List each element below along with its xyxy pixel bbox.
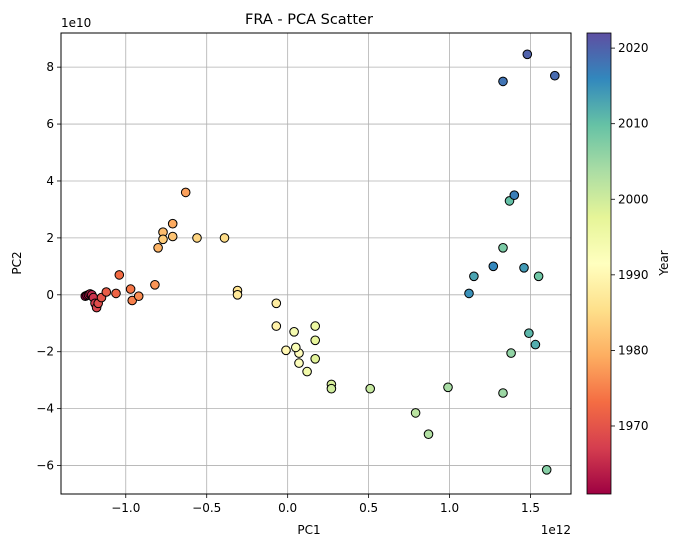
x-axis-exponent: 1e12 (541, 523, 571, 537)
scatter-point (150, 280, 160, 290)
scatter-point (192, 233, 202, 243)
colorbar-tick-label: 2010 (618, 117, 649, 131)
scatter-point (519, 263, 529, 273)
scatter-point (550, 70, 560, 81)
scatter-point (271, 321, 282, 331)
scatter-point (506, 348, 516, 358)
y-axis-ticks: −6 −4 −2 0 2 4 6 8 (36, 60, 61, 473)
scatter-point (522, 49, 533, 60)
scatter-point (281, 345, 291, 356)
colorbar-tick-label: 2000 (618, 192, 649, 206)
colorbar-label: Year (657, 250, 671, 276)
scatter-point (158, 234, 168, 245)
grid-lines (61, 33, 571, 494)
x-axis-label: PC1 (297, 523, 320, 537)
scatter-point (125, 284, 136, 294)
y-axis-label: PC2 (10, 251, 24, 274)
scatter-point (302, 366, 312, 377)
scatter-point (167, 218, 178, 229)
x-tick-label: 1.5 (521, 501, 540, 515)
scatter-point (469, 271, 479, 282)
plot-frame (60, 32, 572, 495)
scatter-point (291, 342, 301, 353)
scatter-point (294, 358, 304, 368)
x-tick-label: 0.5 (359, 501, 378, 515)
scatter-point (111, 288, 121, 299)
scatter-point (289, 327, 299, 337)
scatter-point (310, 335, 321, 346)
plot-area (61, 33, 571, 494)
scatter-point (464, 288, 474, 299)
scatter-point (133, 291, 144, 302)
scatter-point (423, 429, 434, 440)
y-tick-label: 4 (46, 174, 54, 188)
scatter-point (167, 231, 178, 242)
scatter-point (410, 408, 421, 418)
x-tick-label: 0.0 (278, 501, 297, 515)
y-tick-label: 8 (46, 60, 54, 74)
y-tick-label: 0 (46, 288, 54, 302)
scatter-point (509, 190, 520, 200)
y-tick-label: −2 (36, 345, 54, 359)
x-tick-label: −0.5 (192, 501, 221, 515)
scatter-point (127, 295, 137, 306)
scatter-point (232, 290, 243, 300)
colorbar (586, 32, 612, 495)
scatter-point (524, 328, 534, 339)
colorbar-tick-label: 1980 (618, 343, 649, 357)
scatter-point (533, 271, 544, 282)
chart-title: FRA - PCA Scatter (245, 12, 373, 28)
scatter-point (180, 187, 191, 198)
scatter-points (80, 49, 560, 475)
colorbar-tick-label: 2020 (618, 41, 649, 55)
y-tick-label: −6 (36, 459, 54, 473)
x-axis-ticks: −1.0 −0.5 0.0 0.5 1.0 1.5 (111, 494, 540, 515)
y-tick-label: −4 (36, 402, 54, 416)
x-tick-label: −1.0 (111, 501, 140, 515)
scatter-point (153, 243, 163, 253)
scatter-point (326, 383, 337, 394)
scatter-point (271, 298, 282, 309)
colorbar-tick-label: 1970 (618, 419, 649, 433)
colorbar-tick-label: 1990 (618, 268, 649, 282)
y-tick-label: 2 (46, 231, 54, 245)
scatter-point (310, 354, 321, 364)
scatter-point (365, 383, 376, 394)
scatter-point (219, 233, 230, 243)
y-tick-label: 6 (46, 117, 54, 131)
scatter-point (498, 388, 508, 398)
scatter-point (530, 339, 541, 350)
colorbar-ticks: 1970 1980 1990 2000 2010 2020 (611, 41, 649, 433)
scatter-point (114, 270, 125, 280)
y-axis-exponent: 1e10 (61, 16, 91, 30)
scatter-point (498, 243, 508, 253)
scatter-point (443, 382, 453, 393)
x-tick-label: 1.0 (440, 501, 459, 515)
scatter-point (498, 76, 508, 87)
scatter-point (488, 261, 499, 272)
scatter-point (310, 321, 321, 331)
scatter-point (541, 465, 552, 475)
scatter-point (101, 287, 112, 297)
